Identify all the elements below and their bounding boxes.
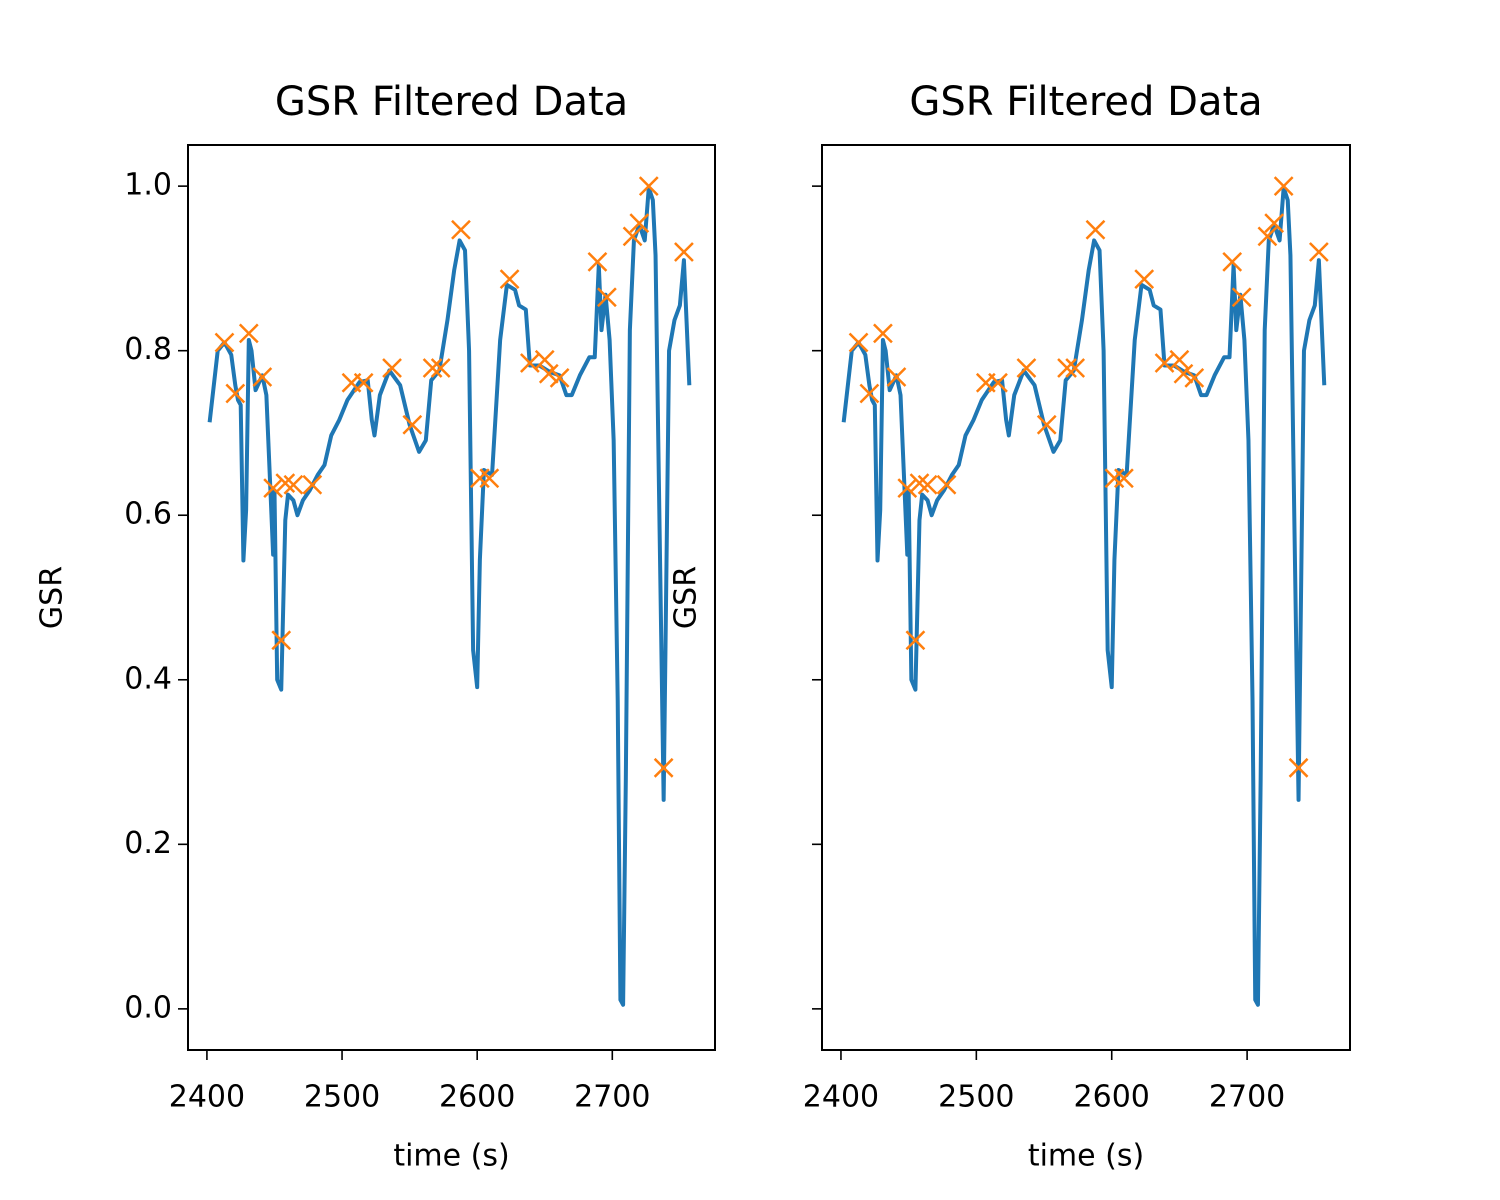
peak-marker: [402, 414, 423, 435]
x-tick-label: 2600: [1074, 1080, 1150, 1115]
peak-marker: [859, 383, 880, 404]
peak-marker: [1308, 242, 1329, 262]
axes-title: GSR Filtered Data: [909, 79, 1262, 125]
gsr-line: [841, 185, 1327, 1007]
peak-marker: [538, 363, 559, 384]
peak-marker: [499, 269, 520, 289]
peak-marker: [1173, 363, 1194, 384]
peak-marker: [1288, 757, 1309, 778]
peak-marker: [1264, 213, 1285, 234]
y-tick-label: 0.0: [124, 990, 172, 1025]
peak-marker: [909, 473, 930, 494]
plot-area: [841, 176, 1329, 1007]
peak-marker: [1016, 358, 1037, 378]
x-tick-label: 2700: [1209, 1080, 1285, 1115]
peak-marker: [1257, 226, 1278, 247]
peak-marker: [674, 242, 694, 262]
axes-frame: [821, 144, 1351, 1051]
peak-marker: [917, 474, 938, 495]
peak-marker: [653, 757, 674, 778]
x-axis-label: time (s): [393, 1139, 509, 1174]
y-tick-label: 0.4: [124, 661, 172, 696]
peak-marker: [905, 630, 926, 651]
peak-marker: [873, 323, 893, 344]
x-tick-label: 2700: [574, 1080, 650, 1115]
peak-marker: [263, 478, 284, 498]
peak-marker: [587, 251, 608, 272]
peak-marker: [238, 323, 259, 344]
peak-marker: [382, 358, 402, 378]
x-axis-label: time (s): [1028, 1139, 1144, 1174]
peak-marker: [1057, 358, 1077, 378]
peak-marker: [629, 213, 650, 234]
peak-marker: [988, 372, 1008, 393]
peak-marker: [549, 367, 570, 388]
axes-title: GSR Filtered Data: [275, 79, 628, 125]
peak-marker: [479, 468, 500, 489]
peak-marker: [1169, 349, 1190, 370]
y-tick-label: 0.2: [124, 826, 172, 861]
x-tick-label: 2400: [169, 1080, 245, 1115]
gsr-line: [207, 185, 692, 1007]
peak-marker: [622, 226, 643, 247]
peak-marker: [469, 468, 490, 489]
peak-marker: [1154, 353, 1175, 373]
peak-marker: [271, 630, 292, 651]
peak-marker: [519, 353, 540, 373]
peak-marker: [302, 474, 323, 495]
y-tick-label: 0.8: [124, 332, 172, 367]
peak-marker: [1222, 251, 1243, 272]
x-tick-label: 2500: [304, 1080, 380, 1115]
peak-marker: [1231, 287, 1252, 308]
peak-marker: [225, 383, 246, 404]
plot-area: [207, 176, 694, 1007]
peak-marker: [283, 474, 304, 495]
peak-marker: [1134, 269, 1155, 289]
peak-marker: [534, 349, 555, 370]
axes-frame: [187, 144, 716, 1051]
peak-marker: [422, 358, 443, 378]
peak-marker: [1114, 468, 1134, 489]
peak-marker: [848, 332, 869, 353]
peak-marker: [886, 367, 907, 387]
peak-marker: [353, 372, 374, 393]
y-axis-label: GSR: [669, 566, 704, 629]
peak-marker: [597, 287, 617, 308]
y-tick-label: 1.0: [124, 168, 172, 203]
peak-marker: [936, 474, 957, 495]
peak-marker: [252, 367, 273, 387]
peak-marker: [897, 478, 918, 498]
peak-marker: [1104, 468, 1125, 489]
peak-marker: [1085, 219, 1106, 240]
peak-marker: [638, 176, 659, 197]
peak-marker: [430, 358, 451, 378]
peak-marker: [1065, 358, 1086, 378]
x-tick-label: 2400: [803, 1080, 879, 1115]
peak-marker: [451, 219, 471, 240]
peak-marker: [1036, 414, 1057, 435]
axes: GSR Filtered Data time (s) GSR 2400 2500 2600…: [669, 79, 1351, 1174]
peak-marker: [275, 473, 296, 494]
y-tick-label: 0.6: [124, 497, 172, 532]
peak-marker: [1184, 367, 1205, 388]
peak-marker: [214, 332, 235, 353]
y-axis-label: GSR: [35, 566, 70, 629]
peak-marker: [1273, 176, 1294, 197]
x-tick-label: 2500: [938, 1080, 1014, 1115]
x-tick-label: 2600: [439, 1080, 515, 1115]
axes: GSR Filtered Data time (s) GSR 2400 2500 2600…: [35, 79, 716, 1174]
